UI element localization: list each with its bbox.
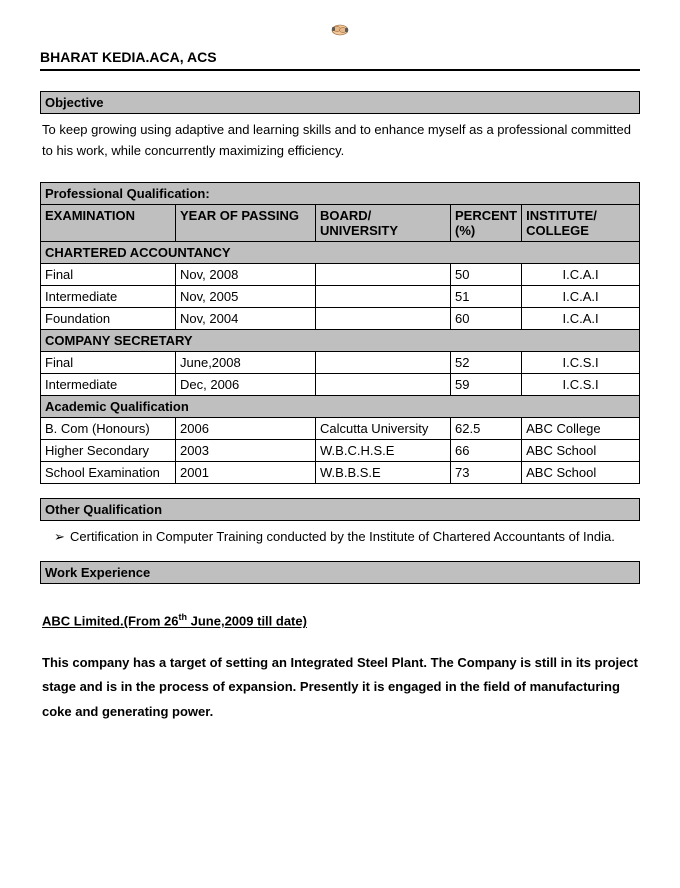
table-cell: 66 [451, 439, 522, 461]
table-cell: Dec, 2006 [176, 373, 316, 395]
table-cell: I.C.S.I [522, 373, 640, 395]
table-cell [316, 285, 451, 307]
table-cell: 2001 [176, 461, 316, 483]
bullet-arrow-icon: ➢ [54, 527, 70, 548]
table-cell: B. Com (Honours) [41, 417, 176, 439]
table-cell: I.C.A.I [522, 285, 640, 307]
other-qual-text: Certification in Computer Training condu… [70, 529, 615, 544]
table-cell [316, 263, 451, 285]
table-row: Higher Secondary2003W.B.C.H.S.E66ABC Sch… [41, 439, 640, 461]
other-qual-bullet: ➢Certification in Computer Training cond… [40, 521, 640, 562]
work-sub-prefix: ABC Limited.(From 26 [42, 614, 179, 629]
table-cell: 60 [451, 307, 522, 329]
th-percent: PERCENT (%) [451, 204, 522, 241]
table-cell: Nov, 2008 [176, 263, 316, 285]
table-cell: 62.5 [451, 417, 522, 439]
table-cell: 2006 [176, 417, 316, 439]
table-cell: 2003 [176, 439, 316, 461]
table-cell: W.B.B.S.E [316, 461, 451, 483]
work-sub-suffix: June,2009 till date) [187, 614, 307, 629]
table-cell: Final [41, 263, 176, 285]
resume-page: BHARAT KEDIA.ACA, ACS Objective To keep … [0, 0, 680, 755]
table-cell [316, 373, 451, 395]
table-cell: Nov, 2004 [176, 307, 316, 329]
group-ca: CHARTERED ACCOUNTANCY [41, 241, 640, 263]
th-exam: EXAMINATION [41, 204, 176, 241]
objective-text: To keep growing using adaptive and learn… [40, 114, 640, 182]
group-ac: Academic Qualification [41, 395, 640, 417]
table-row: FoundationNov, 2004 60I.C.A.I [41, 307, 640, 329]
work-exp-header: Work Experience [40, 561, 640, 584]
table-cell: 51 [451, 285, 522, 307]
table-row: IntermediateDec, 2006 59I.C.S.I [41, 373, 640, 395]
th-board: BOARD/ UNIVERSITY [316, 204, 451, 241]
table-cell: I.C.A.I [522, 263, 640, 285]
table-cell: School Examination [41, 461, 176, 483]
th-institute: INSTITUTE/ COLLEGE [522, 204, 640, 241]
table-cell: Nov, 2005 [176, 285, 316, 307]
table-cell: ABC School [522, 439, 640, 461]
table-cell: Intermediate [41, 285, 176, 307]
table-row: B. Com (Honours)2006Calcutta University6… [41, 417, 640, 439]
table-cell: ABC School [522, 461, 640, 483]
table-cell: 50 [451, 263, 522, 285]
qualification-table: Professional Qualification: EXAMINATION … [40, 182, 640, 484]
table-cell: 73 [451, 461, 522, 483]
table-cell: Foundation [41, 307, 176, 329]
table-row: IntermediateNov, 2005 51I.C.A.I [41, 285, 640, 307]
header-icon-wrap [40, 20, 640, 41]
table-cell: 59 [451, 373, 522, 395]
work-sub-sup: th [179, 612, 188, 622]
table-cell [316, 351, 451, 373]
table-row: FinalJune,2008 52I.C.S.I [41, 351, 640, 373]
table-cell [316, 307, 451, 329]
table-row: FinalNov, 2008 50I.C.A.I [41, 263, 640, 285]
prof-qual-title: Professional Qualification: [41, 182, 640, 204]
table-cell: I.C.S.I [522, 351, 640, 373]
table-cell: I.C.A.I [522, 307, 640, 329]
table-cell: Final [41, 351, 176, 373]
table-cell: W.B.C.H.S.E [316, 439, 451, 461]
table-cell: June,2008 [176, 351, 316, 373]
objective-header: Objective [40, 91, 640, 114]
table-cell: 52 [451, 351, 522, 373]
table-cell: Calcutta University [316, 417, 451, 439]
table-cell: ABC College [522, 417, 640, 439]
work-description: This company has a target of setting an … [40, 651, 640, 725]
group-cs: COMPANY SECRETARY [41, 329, 640, 351]
work-subheading: ABC Limited.(From 26th June,2009 till da… [40, 612, 640, 628]
other-qual-header: Other Qualification [40, 498, 640, 521]
th-year: YEAR OF PASSING [176, 204, 316, 241]
table-cell: Higher Secondary [41, 439, 176, 461]
handshake-icon [328, 20, 352, 38]
table-cell: Intermediate [41, 373, 176, 395]
table-row: School Examination2001W.B.B.S.E73ABC Sch… [41, 461, 640, 483]
candidate-name: BHARAT KEDIA.ACA, ACS [40, 49, 640, 71]
